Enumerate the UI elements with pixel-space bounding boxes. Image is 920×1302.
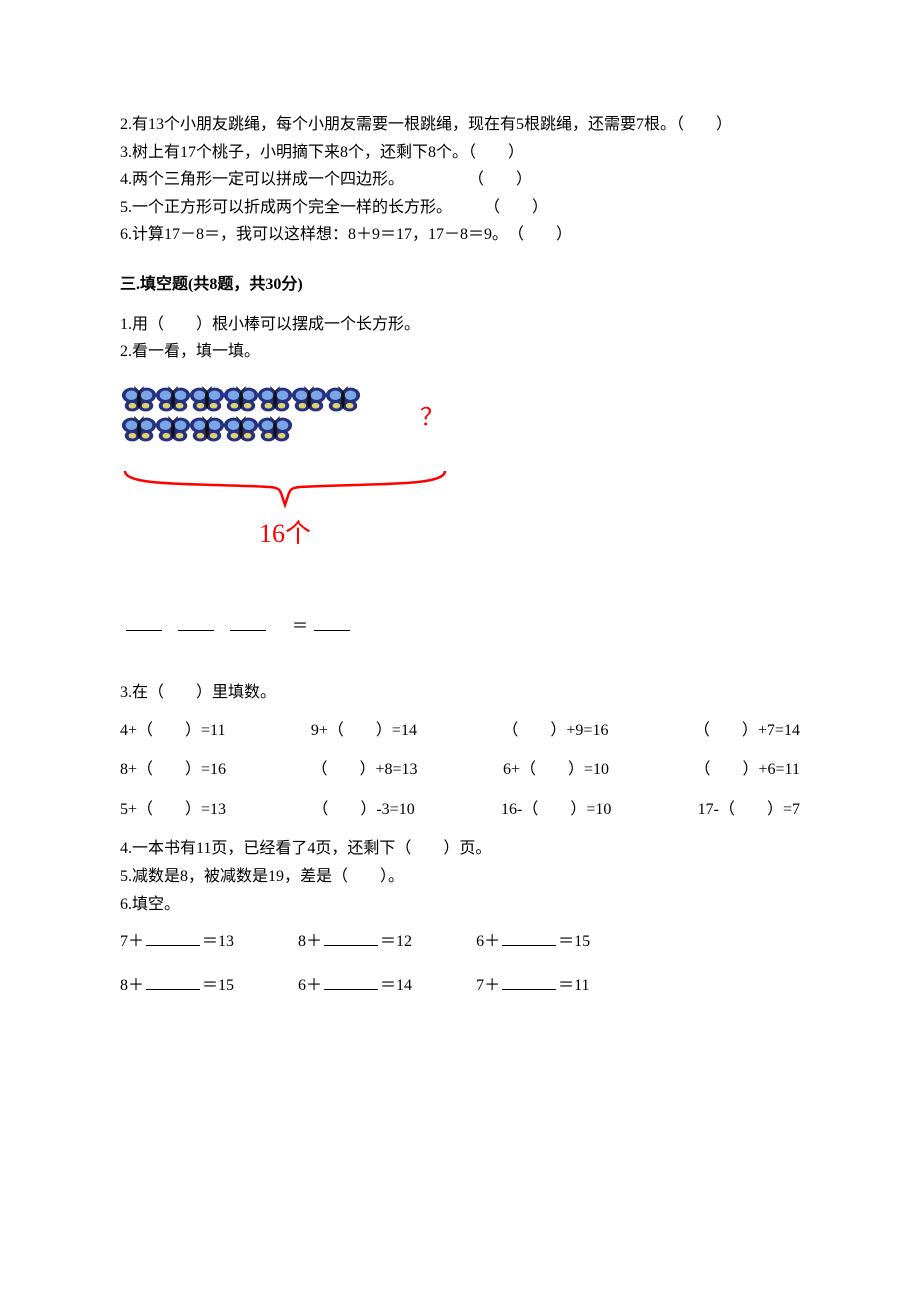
fill-blank-2[interactable] bbox=[178, 614, 214, 631]
butterfly-row-1 bbox=[120, 385, 460, 415]
equation-row: 7＋ ＝13 8＋ ＝12 6＋ ＝15 bbox=[120, 929, 800, 955]
page: 2.有13个小朋友跳绳，每个小朋友需要一根跳绳，现在有5根跳绳，还需要7根。（ … bbox=[0, 0, 920, 1302]
butterfly-row-2 bbox=[120, 415, 460, 445]
butterfly-icon bbox=[324, 385, 362, 415]
equation-cell: 8＋ ＝15 bbox=[120, 973, 234, 999]
fill-blank[interactable] bbox=[502, 929, 556, 946]
equation-row: 8+（ ）=16 （ ）+8=13 6+（ ）=10 （ ）+6=11 bbox=[120, 757, 800, 783]
s3-question-4: 4.一本书有11页，已经看了4页，还剩下（ ）页。 bbox=[120, 836, 800, 862]
butterfly-icon bbox=[120, 415, 158, 445]
fill-blank-1[interactable] bbox=[126, 614, 162, 631]
equation-row: 8＋ ＝15 6＋ ＝14 7＋ ＝11 bbox=[120, 973, 800, 999]
equation-prefix: 8＋ bbox=[298, 933, 322, 950]
equation-suffix: ＝12 bbox=[380, 933, 412, 950]
equation-suffix: ＝14 bbox=[380, 977, 412, 994]
equation-cell: 6+（ ）=10 bbox=[503, 757, 609, 783]
equation-suffix: ＝13 bbox=[202, 933, 234, 950]
equation-prefix: 6＋ bbox=[476, 933, 500, 950]
equation-suffix: ＝15 bbox=[558, 933, 590, 950]
fill-blank[interactable] bbox=[324, 929, 378, 946]
equation-suffix: ＝15 bbox=[202, 977, 234, 994]
equation-cell: 6＋ ＝14 bbox=[298, 973, 412, 999]
curly-bracket bbox=[120, 469, 450, 509]
equation-row: 4+（ ）=11 9+（ ）=14 （ ）+9=16 （ ）+7=14 bbox=[120, 718, 800, 744]
equation-suffix: ＝11 bbox=[558, 977, 589, 994]
s3-question-2: 2.看一看，填一填。 bbox=[120, 339, 800, 365]
total-label: 16个 bbox=[120, 513, 450, 555]
fill-blank-4[interactable] bbox=[314, 614, 350, 631]
question-2: 2.有13个小朋友跳绳，每个小朋友需要一根跳绳，现在有5根跳绳，还需要7根。（ … bbox=[120, 112, 800, 138]
equation-cell: 5+（ ）=13 bbox=[120, 797, 226, 823]
equation-cell: （ ）+9=16 bbox=[502, 718, 608, 744]
equation-cell: （ ）-3=10 bbox=[312, 797, 414, 823]
butterfly-icon bbox=[256, 415, 294, 445]
fill-blank[interactable] bbox=[324, 973, 378, 990]
equation-cell: 16-（ ）=10 bbox=[501, 797, 611, 823]
fill-equation-line: ＝ bbox=[120, 614, 800, 640]
equation-cell: 7＋ ＝13 bbox=[120, 929, 234, 955]
butterfly-icon bbox=[154, 385, 192, 415]
butterfly-icon bbox=[188, 415, 226, 445]
equation-prefix: 8＋ bbox=[120, 977, 144, 994]
equation-cell: 8+（ ）=16 bbox=[120, 757, 226, 783]
equation-grid-1: 4+（ ）=11 9+（ ）=14 （ ）+9=16 （ ）+7=14 8+（ ）=16… bbox=[120, 718, 800, 823]
equation-cell: 4+（ ）=11 bbox=[120, 718, 225, 744]
equation-row: 5+（ ）=13 （ ）-3=10 16-（ ）=10 17-（ ）=7 bbox=[120, 797, 800, 823]
butterfly-icon bbox=[188, 385, 226, 415]
s3-question-6: 6.填空。 bbox=[120, 892, 800, 918]
equation-cell: 17-（ ）=7 bbox=[698, 797, 800, 823]
equation-cell: 8＋ ＝12 bbox=[298, 929, 412, 955]
question-5: 5.一个正方形可以折成两个完全一样的长方形。 （ ） bbox=[120, 195, 800, 221]
butterfly-icon bbox=[290, 385, 328, 415]
equals-text: ＝ bbox=[292, 618, 308, 635]
equation-cell: 6＋ ＝15 bbox=[476, 929, 590, 955]
s3-question-1: 1.用（ ）根小棒可以摆成一个长方形。 bbox=[120, 312, 800, 338]
fill-blank[interactable] bbox=[502, 973, 556, 990]
butterfly-figure: ？ 16个 bbox=[120, 385, 800, 555]
equation-grid-2: 7＋ ＝13 8＋ ＝12 6＋ ＝15 8＋ ＝15 6＋ ＝14 7＋ ＝11 bbox=[120, 929, 800, 998]
fill-blank[interactable] bbox=[146, 973, 200, 990]
question-4: 4.两个三角形一定可以拼成一个四边形。 （ ） bbox=[120, 167, 800, 193]
equation-cell: 9+（ ）=14 bbox=[311, 718, 417, 744]
butterfly-icon bbox=[256, 385, 294, 415]
section-3-title: 三.填空题(共8题，共30分) bbox=[120, 272, 800, 298]
equation-cell: （ ）+6=11 bbox=[695, 757, 800, 783]
equation-prefix: 7＋ bbox=[120, 933, 144, 950]
question-mark: ？ bbox=[420, 399, 444, 437]
equation-prefix: 7＋ bbox=[476, 977, 500, 994]
butterfly-icon bbox=[120, 385, 158, 415]
fill-blank-3[interactable] bbox=[230, 614, 266, 631]
equation-cell: （ ）+8=13 bbox=[312, 757, 418, 783]
question-3: 3.树上有17个桃子，小明摘下来8个，还剩下8个。（ ） bbox=[120, 140, 800, 166]
equation-cell: 7＋ ＝11 bbox=[476, 973, 589, 999]
equation-cell: （ ）+7=14 bbox=[694, 718, 800, 744]
equation-prefix: 6＋ bbox=[298, 977, 322, 994]
question-6: 6.计算17－8＝，我可以这样想：8＋9＝17，17－8＝9。 （ ） bbox=[120, 222, 800, 248]
butterfly-icon bbox=[154, 415, 192, 445]
butterfly-rows bbox=[120, 385, 460, 445]
butterfly-icon bbox=[222, 385, 260, 415]
s3-question-3: 3.在（ ）里填数。 bbox=[120, 680, 800, 706]
fill-blank[interactable] bbox=[146, 929, 200, 946]
s3-question-5: 5.减数是8，被减数是19，差是（ ）。 bbox=[120, 864, 800, 890]
butterfly-icon bbox=[222, 415, 260, 445]
